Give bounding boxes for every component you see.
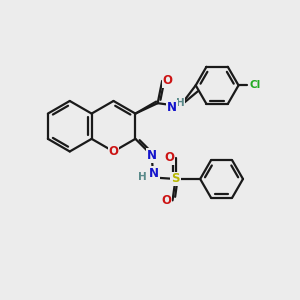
Text: N: N [167, 101, 177, 114]
Text: H: H [138, 172, 147, 182]
Text: O: O [109, 145, 118, 158]
Text: N: N [147, 149, 157, 162]
Text: S: S [171, 172, 180, 185]
Text: O: O [161, 194, 171, 207]
Text: N: N [149, 167, 159, 180]
Text: Cl: Cl [250, 80, 261, 90]
Text: O: O [164, 151, 174, 164]
Text: O: O [163, 74, 172, 87]
Text: H: H [176, 98, 184, 108]
